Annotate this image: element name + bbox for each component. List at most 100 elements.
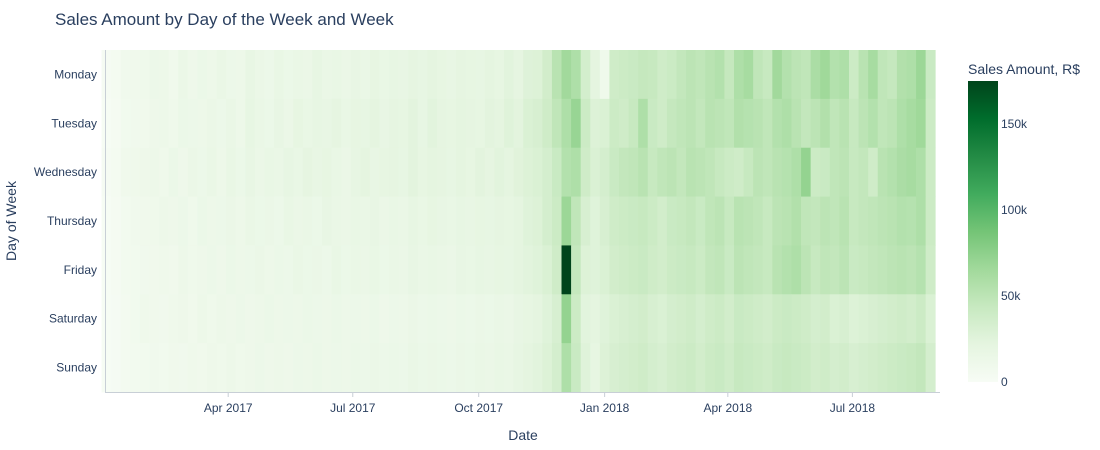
heatmap-cell [916, 245, 927, 295]
heatmap-cell [312, 147, 323, 197]
heatmap-cell [868, 343, 879, 393]
heatmap-cell [408, 147, 419, 197]
heatmap-cell [657, 196, 668, 246]
heatmap-cell [561, 98, 572, 149]
heatmap-cell [695, 196, 706, 246]
y-tick-label: Sunday [56, 361, 97, 375]
heatmap-cell [513, 98, 524, 149]
heatmap-cell [446, 245, 457, 295]
heatmap-cell [178, 147, 189, 197]
heatmap-cell [839, 196, 850, 246]
heatmap-cell [187, 245, 198, 295]
heatmap-cell [801, 147, 812, 197]
heatmap-cell [226, 50, 237, 100]
heatmap-cell [302, 294, 313, 344]
heatmap-cell [389, 147, 400, 197]
heatmap-cell [216, 294, 227, 344]
heatmap-cell [810, 98, 821, 149]
heatmap-cell [705, 294, 716, 344]
heatmap-cell [781, 50, 792, 100]
colorbar-gradient [968, 81, 998, 382]
heatmap-cell [494, 294, 505, 344]
heatmap-cell [906, 147, 917, 197]
heatmap-cell [916, 343, 927, 393]
heatmap-cell [714, 294, 725, 344]
heatmap-cell [312, 294, 323, 344]
heatmap-cell [178, 50, 189, 100]
heatmap-cell [178, 245, 189, 295]
heatmap-cell [417, 196, 428, 246]
heatmap-cell [676, 147, 687, 197]
heatmap-cell [475, 50, 486, 100]
heatmap-cell [571, 343, 582, 393]
heatmap-cell [647, 294, 658, 344]
heatmap-cell [532, 245, 543, 295]
heatmap-cell [542, 196, 553, 246]
heatmap-cell [580, 294, 591, 344]
heatmap-cell [609, 343, 620, 393]
heatmap-cell [159, 196, 170, 246]
heatmap-cell [111, 147, 122, 197]
heatmap-cell [159, 50, 170, 100]
heatmap-cell [494, 343, 505, 393]
heatmap-cell [772, 294, 783, 344]
heatmap-cell [245, 294, 256, 344]
heatmap-cell [523, 50, 534, 100]
heatmap-cell [657, 147, 668, 197]
heatmap-cell [465, 98, 476, 149]
heatmap-cell [274, 245, 285, 295]
heatmap-cell [436, 343, 447, 393]
heatmap-cell [858, 294, 869, 344]
heatmap-cell [379, 245, 390, 295]
heatmap-cell [733, 343, 744, 393]
heatmap-cell [868, 98, 879, 149]
heatmap-cell [321, 245, 332, 295]
heatmap-cell [839, 294, 850, 344]
heatmap-cell [274, 147, 285, 197]
heatmap-cell [274, 50, 285, 100]
heatmap-cell [341, 196, 352, 246]
heatmap-cell [159, 245, 170, 295]
heatmap-cell [647, 147, 658, 197]
heatmap-cell [446, 343, 457, 393]
heatmap-cell [532, 294, 543, 344]
heatmap-cell [111, 343, 122, 393]
heatmap-cell [820, 294, 831, 344]
heatmap-cell [264, 343, 275, 393]
heatmap-cell [206, 245, 217, 295]
heatmap-cell [714, 147, 725, 197]
x-tick-label: Oct 2017 [454, 401, 503, 415]
heatmap-cell [436, 98, 447, 149]
heatmap-cell [456, 196, 467, 246]
heatmap-cell [772, 245, 783, 295]
heatmap-cell [417, 245, 428, 295]
heatmap-cell [599, 50, 610, 100]
heatmap-cell [887, 50, 898, 100]
heatmap-cell [427, 245, 438, 295]
heatmap-cell [312, 196, 323, 246]
heatmap-cell [120, 294, 131, 344]
heatmap-cell [283, 343, 294, 393]
heatmap-cell [235, 147, 246, 197]
heatmap-cell [350, 196, 361, 246]
heatmap-cell [427, 50, 438, 100]
heatmap-cell [187, 343, 198, 393]
heatmap-cell [916, 147, 927, 197]
heatmap-cell [542, 50, 553, 100]
heatmap-cell [619, 245, 629, 295]
heatmap-cell [436, 245, 447, 295]
y-tick-label: Tuesday [51, 116, 97, 130]
heatmap-cell [666, 98, 677, 149]
heatmap-cell [484, 147, 495, 197]
heatmap-cell [733, 98, 744, 149]
heatmap-cell [686, 50, 697, 100]
heatmap-cell [916, 196, 927, 246]
heatmap-cell [647, 98, 658, 149]
heatmap-cell [571, 147, 582, 197]
heatmap-cell [724, 98, 735, 149]
heatmap-cell [906, 196, 917, 246]
heatmap-cell [714, 343, 725, 393]
heatmap-cell [484, 343, 495, 393]
heatmap-cell [733, 196, 744, 246]
heatmap-cell [810, 147, 821, 197]
